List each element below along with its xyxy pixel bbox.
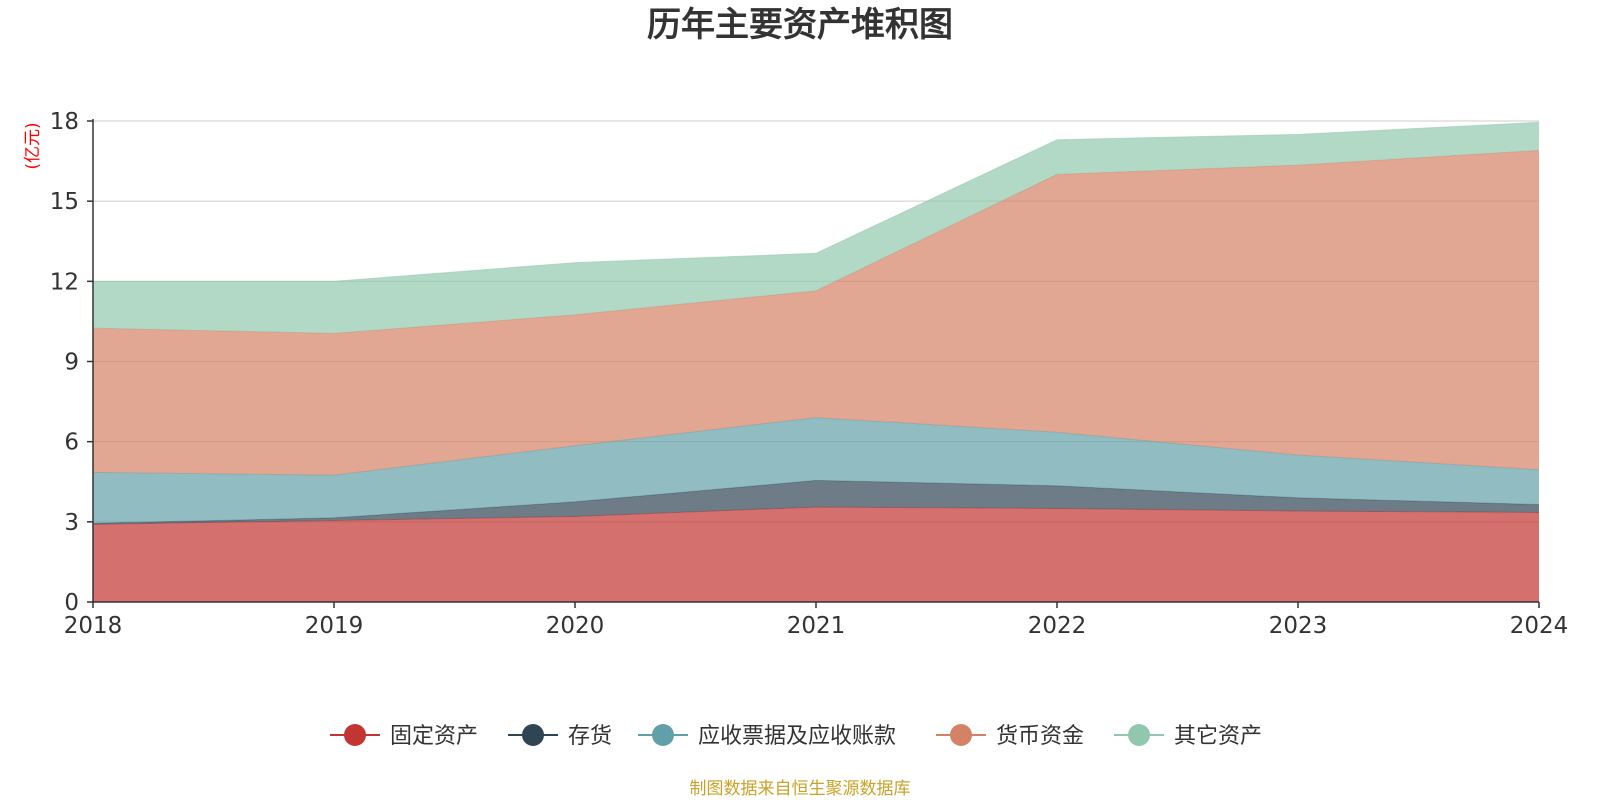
legend-label: 存货 [568, 724, 612, 749]
area-series-0 [93, 507, 1539, 602]
y-tick-label: 6 [64, 430, 79, 456]
legend-label: 其它资产 [1174, 724, 1262, 749]
area-series-4 [93, 122, 1539, 334]
x-tick-label: 2022 [1028, 613, 1087, 639]
legend-item-0: 固定资产 [330, 724, 478, 749]
x-tick-label: 2023 [1269, 613, 1328, 639]
legend-item-1: 存货 [508, 724, 612, 749]
legend-marker [950, 724, 972, 746]
legend-marker [522, 724, 544, 746]
y-tick-label: 18 [50, 109, 79, 135]
data-source-note: 制图数据来自恒生聚源数据库 [690, 779, 911, 799]
legend: 固定资产 存货 应收票据及应收账款 货币资金 其它资产 [330, 724, 1262, 749]
legend-marker [652, 724, 674, 746]
legend-label: 货币资金 [996, 724, 1084, 749]
series-line-4 [93, 121, 1540, 282]
legend-marker [344, 724, 366, 746]
y-tick-label: 12 [50, 269, 79, 295]
legend-label: 应收票据及应收账款 [698, 724, 896, 749]
legend-label: 固定资产 [390, 724, 478, 749]
legend-marker [1128, 724, 1150, 746]
x-tick-label: 2018 [64, 613, 123, 639]
legend-item-3: 货币资金 [936, 724, 1084, 749]
area-series-3 [93, 150, 1539, 476]
axes: 0 3 6 9 12 15 18 2018 2019 2020 2021 2022 2023 2024 [50, 109, 1569, 639]
x-tick-label: 2021 [787, 613, 846, 639]
x-tick-label: 2019 [305, 613, 364, 639]
x-tick-label: 2024 [1510, 613, 1569, 639]
chart-title: 历年主要资产堆积图 [647, 5, 953, 45]
area-series-1 [93, 480, 1539, 525]
y-tick-label: 15 [50, 189, 79, 215]
legend-item-4: 其它资产 [1114, 724, 1262, 749]
y-axis-unit: (亿元) [23, 122, 43, 169]
y-tick-label: 3 [64, 510, 79, 536]
y-tick-label: 0 [64, 590, 79, 616]
area-series [92, 121, 1540, 602]
x-tick-label: 2020 [546, 613, 605, 639]
legend-item-2: 应收票据及应收账款 [638, 724, 896, 749]
y-tick-label: 9 [64, 350, 79, 376]
